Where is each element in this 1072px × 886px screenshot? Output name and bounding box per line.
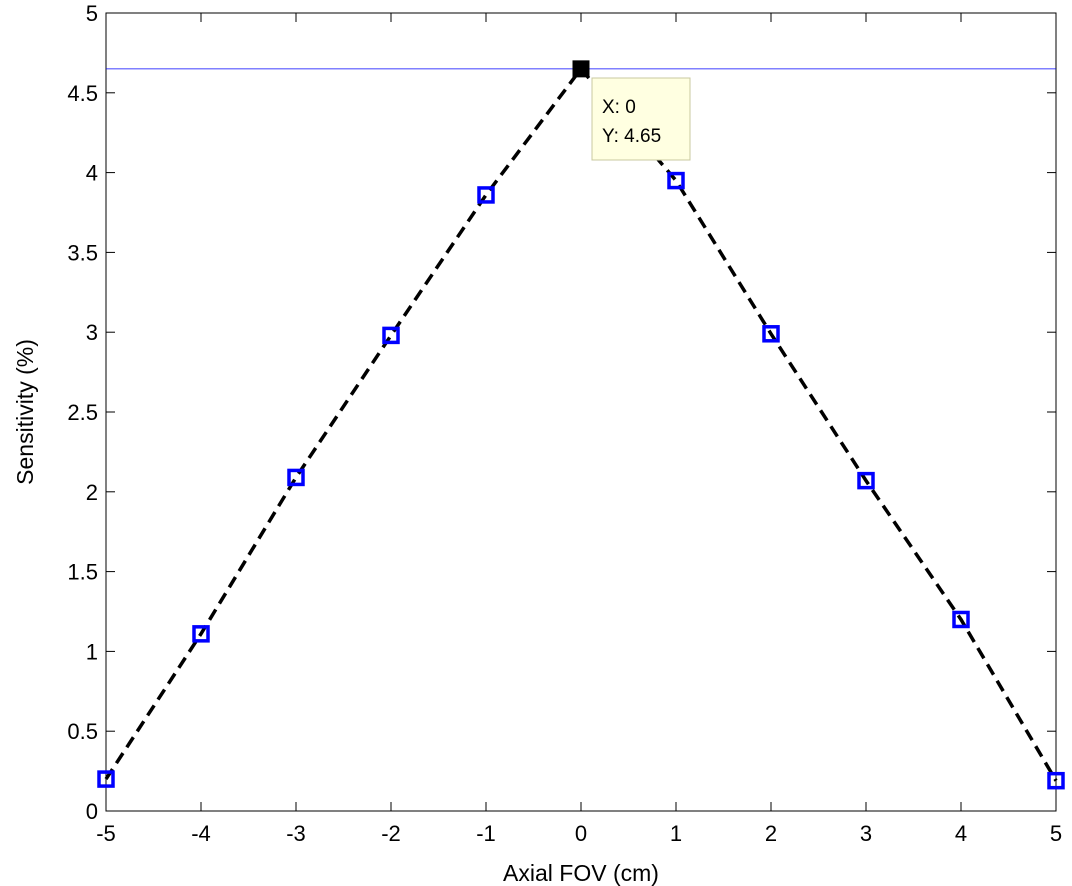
x-tick-label-8: 3 [860, 821, 872, 846]
series-line [104, 66, 1058, 782]
x-tick-label-0: -5 [96, 821, 116, 846]
data-point-4[interactable] [477, 186, 495, 204]
y-tick-label-6: 3 [86, 320, 98, 345]
x-tick-label-9: 4 [955, 821, 967, 846]
y-tick-label-0: 0 [86, 799, 98, 824]
datatip-x-text: X: 0 [602, 97, 636, 118]
x-tick-label-3: -2 [381, 821, 401, 846]
data-point-2[interactable] [287, 468, 305, 487]
y-tick-label-3: 1.5 [67, 560, 98, 585]
x-tick-label-7: 2 [765, 821, 777, 846]
y-tick-label-7: 3.5 [67, 240, 98, 265]
datatip[interactable]: X: 0 Y: 4.65 [591, 77, 691, 161]
data-markers [97, 171, 1065, 790]
datatip-box [591, 77, 691, 161]
x-axis-label: Axial FOV (cm) [503, 860, 659, 886]
y-axis-label: Sensitivity (%) [12, 339, 38, 485]
data-point-1[interactable] [192, 625, 210, 643]
axis-ticks [105, 12, 1057, 812]
x-tick-labels: -5 -4 -3 -2 -1 0 1 2 3 4 5 [96, 821, 1062, 846]
data-point-0[interactable] [97, 770, 115, 788]
x-tick-label-10: 5 [1050, 821, 1062, 846]
x-tick-label-2: -3 [286, 821, 306, 846]
data-point-9[interactable] [952, 610, 970, 629]
selected-data-point[interactable] [572, 60, 590, 78]
data-point-8[interactable] [857, 471, 875, 490]
x-tick-label-4: -1 [476, 821, 496, 846]
plot-area [105, 12, 1057, 812]
y-tick-label-2: 1 [86, 639, 98, 664]
y-tick-labels: 0 0.5 1 1.5 2 2.5 3 3.5 4 4.5 5 [67, 1, 98, 824]
data-point-10[interactable] [1047, 771, 1065, 790]
data-point-6[interactable] [667, 171, 685, 190]
y-tick-label-8: 4 [86, 161, 98, 186]
y-tick-label-5: 2.5 [67, 400, 98, 425]
y-tick-label-9: 4.5 [67, 81, 98, 106]
data-point-3[interactable] [382, 326, 400, 345]
data-point-7[interactable] [762, 325, 780, 343]
y-tick-label-1: 0.5 [67, 719, 98, 744]
y-tick-label-10: 5 [86, 1, 98, 26]
x-tick-label-5: 0 [575, 821, 587, 846]
x-tick-label-6: 1 [670, 821, 682, 846]
datatip-y-text: Y: 4.65 [602, 126, 661, 147]
x-tick-label-1: -4 [191, 821, 211, 846]
y-tick-label-4: 2 [86, 480, 98, 505]
